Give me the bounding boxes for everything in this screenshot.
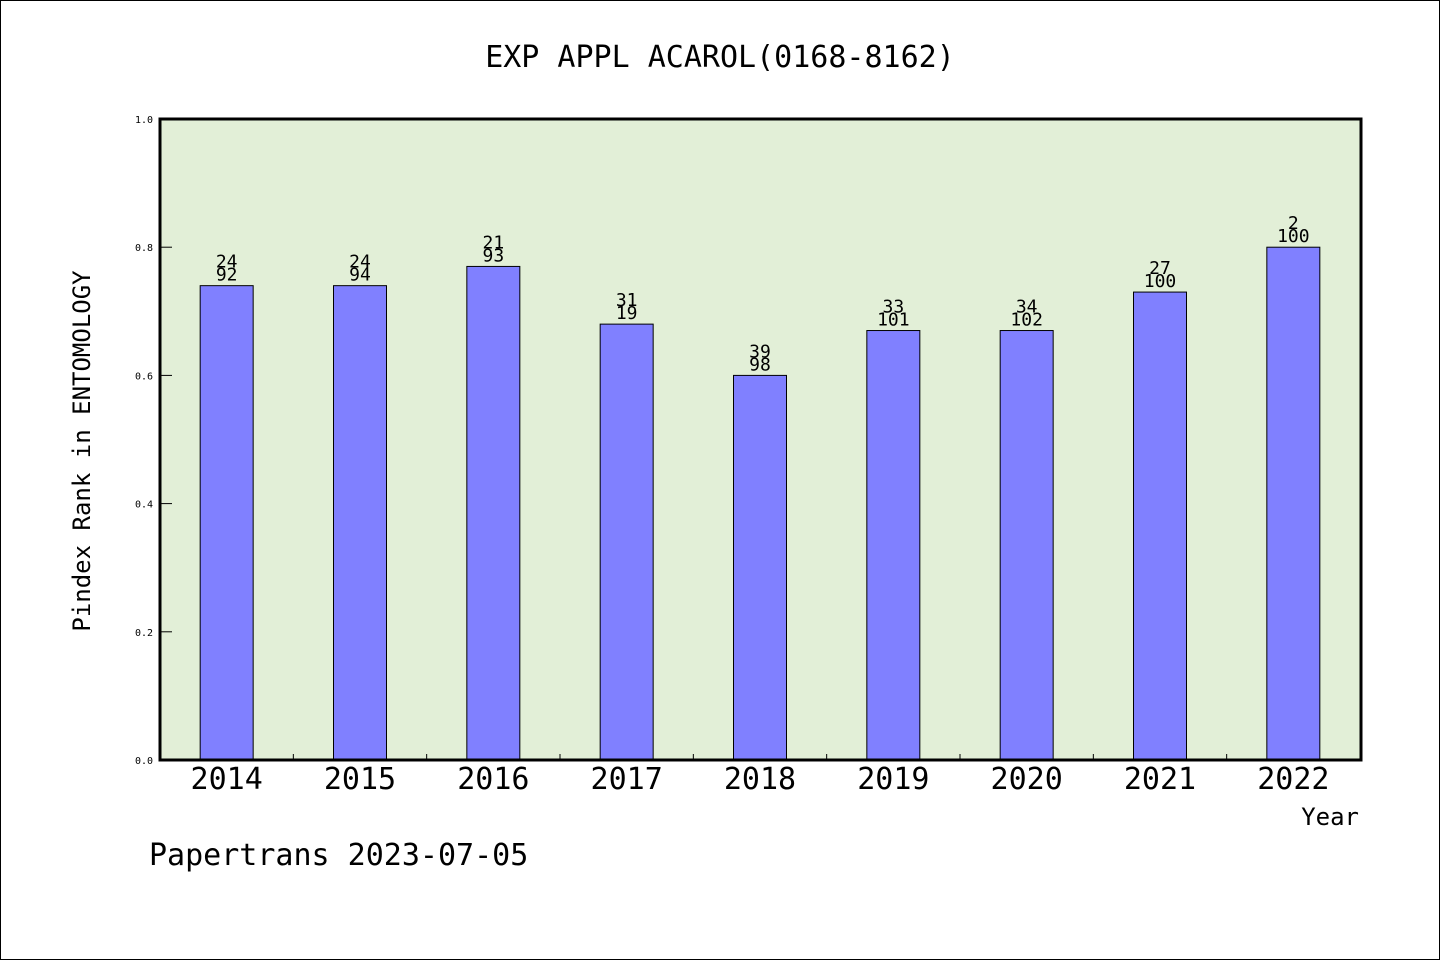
bar — [999, 330, 1054, 761]
x-axis: 2014 2015 2016 2017 2018 2019 2020 2021 2022 — [191, 754, 1329, 797]
bar-rank-label: 24 — [216, 252, 238, 273]
bar-total-label: 101 — [877, 310, 910, 331]
plot-border — [158, 117, 1363, 762]
bar-total-label: 100 — [1277, 226, 1310, 247]
bar-total-label: 102 — [1010, 310, 1043, 331]
bar-rank-label: 21 — [482, 232, 504, 253]
footer-credit: Papertrans 2023-07-05 — [149, 838, 528, 873]
bar-total-label: 100 — [1144, 271, 1177, 292]
bar-total-label: 93 — [482, 245, 504, 266]
y-tick-label: 0.4 — [135, 500, 153, 511]
chart-title: EXP APPL ACAROL(0168-8162) — [485, 40, 955, 75]
y-tick-label: 1.0 — [135, 115, 153, 126]
y-tick-label: 0.2 — [135, 628, 153, 639]
x-tick-label: 2017 — [591, 762, 663, 797]
bar — [866, 330, 921, 761]
x-tick-label: 2015 — [324, 762, 396, 797]
bar — [199, 285, 254, 761]
x-tick-label: 2022 — [1257, 762, 1329, 797]
y-tick-label: 0.0 — [135, 756, 153, 767]
bar-rank-label: 2 — [1288, 213, 1299, 234]
x-tick-label: 2019 — [857, 762, 929, 797]
x-axis-label: Year — [1301, 803, 1359, 831]
y-axis-label: Pindex Rank in ENTOMOLOGY — [68, 270, 96, 632]
bar-rank-label: 33 — [882, 297, 904, 318]
y-tick-label: 0.8 — [135, 243, 153, 254]
bar-rank-label: 27 — [1149, 258, 1171, 279]
bar-total-label: 19 — [616, 303, 638, 324]
x-tick-label: 2016 — [457, 762, 529, 797]
bar — [333, 285, 387, 761]
bar-total-label: 98 — [749, 354, 771, 375]
x-tick-label: 2020 — [991, 762, 1063, 797]
x-tick-label: 2014 — [191, 762, 263, 797]
bar-total-label: 92 — [216, 265, 238, 286]
x-tick-label: 2018 — [724, 762, 796, 797]
bar — [1266, 246, 1321, 761]
x-tick-label: 2021 — [1124, 762, 1196, 797]
y-tick-label: 0.6 — [135, 371, 153, 382]
bar — [599, 323, 654, 761]
bar — [1133, 291, 1187, 761]
bar-rank-label: 39 — [749, 341, 771, 362]
bar — [733, 374, 787, 761]
bar-total-label: 94 — [349, 265, 371, 286]
bar-rank-label: 24 — [349, 252, 371, 273]
bar-rank-label: 31 — [616, 290, 638, 311]
bar — [466, 265, 521, 761]
bar-rank-label: 34 — [1016, 297, 1038, 318]
